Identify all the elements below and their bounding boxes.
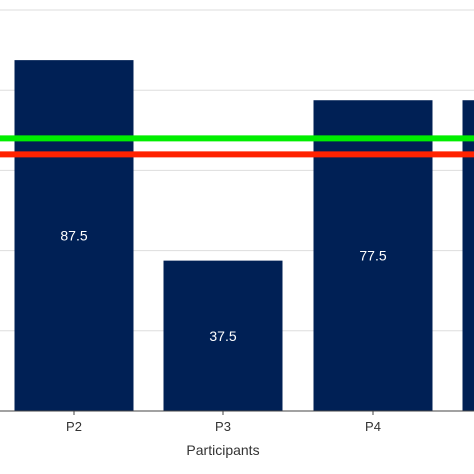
bar <box>163 260 283 411</box>
bar-value-label: 77.5 <box>359 248 386 264</box>
bar-value-label: 37.5 <box>209 328 236 344</box>
x-tick-label: P4 <box>365 419 381 434</box>
x-tick-labels: P2 P3 P4 <box>66 411 381 434</box>
bar <box>14 60 134 411</box>
x-axis-title: Participants <box>186 442 259 458</box>
x-tick-label: P2 <box>66 419 82 434</box>
reference-lines <box>0 135 474 158</box>
x-tick-label: P3 <box>215 419 231 434</box>
bar-value-labels: 87.5 37.5 77.5 <box>60 228 386 344</box>
bar-value-label: 87.5 <box>60 228 87 244</box>
bar <box>462 100 474 411</box>
